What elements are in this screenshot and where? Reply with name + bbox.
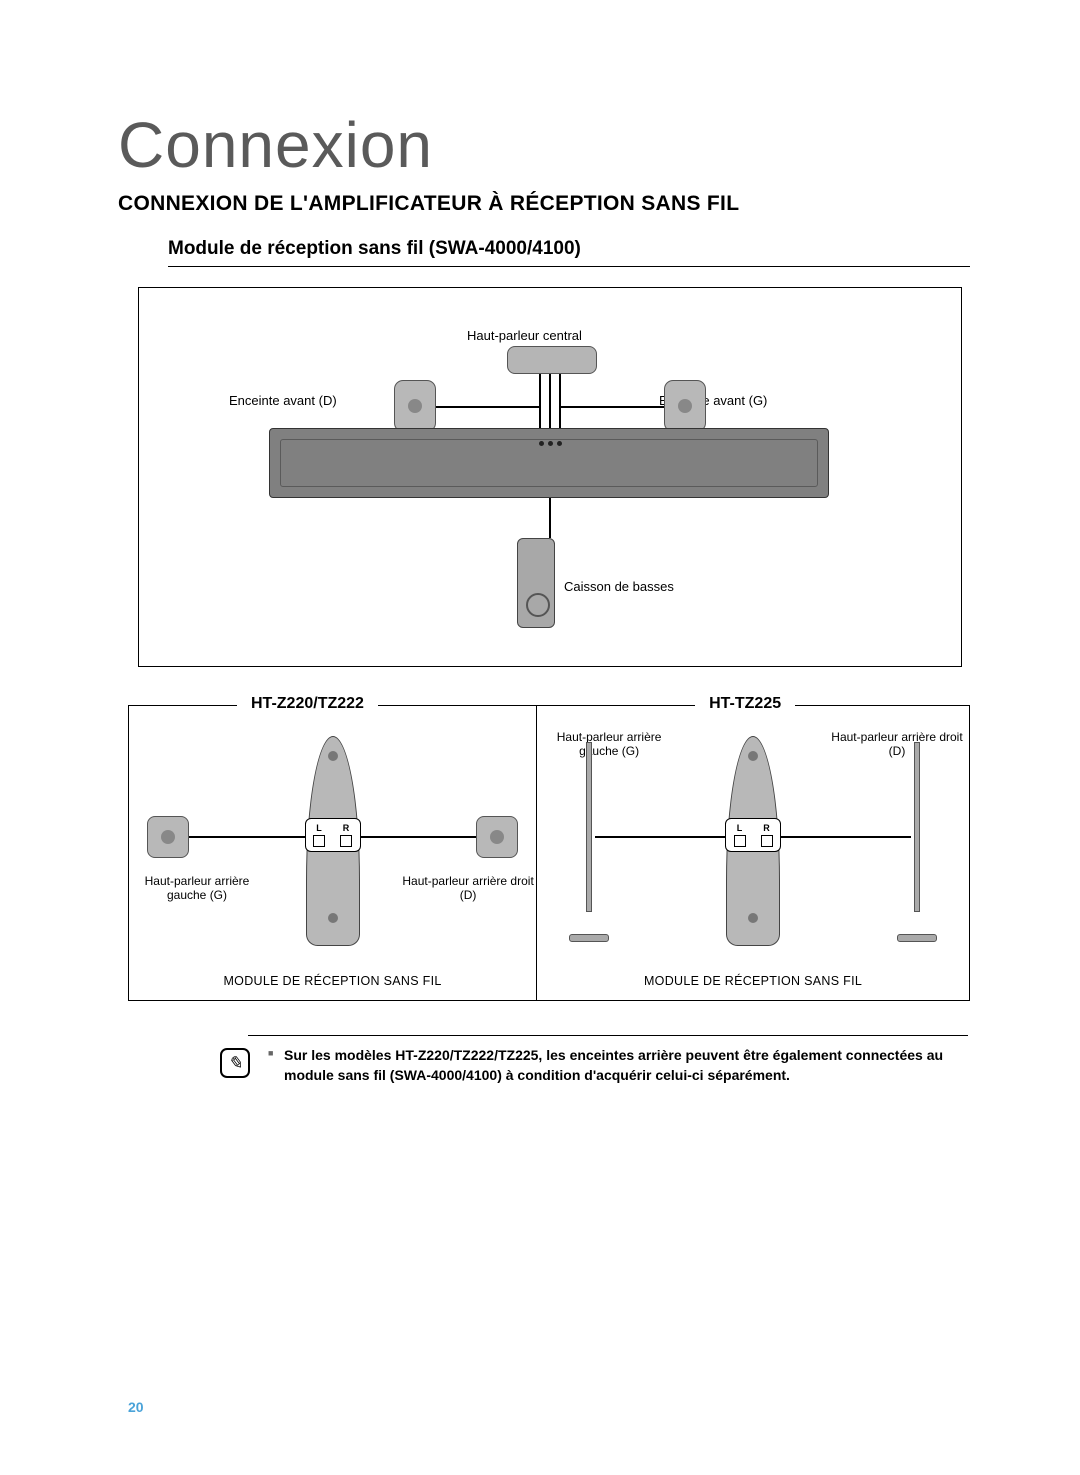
- port-r-label: R: [763, 823, 770, 833]
- page-number: 20: [128, 1399, 144, 1415]
- rear-left-speaker-icon: [147, 816, 189, 858]
- top-connection-diagram: Haut-parleur central Enceinte avant (D) …: [138, 287, 962, 667]
- label-rear-left: Haut-parleur arrière gauche (G): [539, 730, 679, 758]
- label-subwoofer: Caisson de basses: [564, 579, 674, 594]
- label-rear-right: Haut-parleur arrière droit (D): [398, 874, 538, 902]
- subsection-title: Module de réception sans fil (SWA-4000/4…: [168, 238, 970, 267]
- rear-right-speaker-icon: [476, 816, 518, 858]
- model-box-tz225: HT-TZ225 Haut-parleur arrière gauche (G)…: [537, 705, 970, 1001]
- note-text: Sur les modèles HT-Z220/TZ222/TZ225, les…: [268, 1046, 970, 1085]
- cable-icon: [361, 836, 481, 838]
- note-icon: ✎: [220, 1048, 250, 1078]
- label-rear-right: Haut-parleur arrière droit (D): [827, 730, 967, 758]
- model-title-z220: HT-Z220/TZ222: [237, 695, 378, 713]
- lr-ports-icon: L R: [725, 818, 781, 852]
- wire-icon: [436, 406, 539, 408]
- port-r-label: R: [343, 823, 350, 833]
- front-right-speaker-icon: [394, 380, 436, 432]
- note-block: ✎ Sur les modèles HT-Z220/TZ222/TZ225, l…: [220, 1046, 970, 1085]
- main-unit-icon: [269, 428, 829, 498]
- cable-icon: [595, 836, 725, 838]
- center-speaker-icon: [507, 346, 597, 374]
- wire-icon: [549, 498, 551, 538]
- model-title-tz225: HT-TZ225: [695, 695, 795, 713]
- rear-right-tallboy-icon: [909, 742, 925, 942]
- lr-ports-icon: L R: [305, 818, 361, 852]
- wire-icon: [559, 374, 561, 428]
- module-caption: MODULE DE RÉCEPTION SANS FIL: [537, 974, 969, 988]
- model-box-z220: HT-Z220/TZ222 L R Haut-parleur arrière g…: [128, 705, 537, 1001]
- section-title: CONNEXION DE L'AMPLIFICATEUR À RÉCEPTION…: [118, 192, 970, 216]
- label-front-right: Enceinte avant (D): [229, 393, 337, 408]
- module-caption: MODULE DE RÉCEPTION SANS FIL: [129, 974, 536, 988]
- wire-icon: [559, 406, 664, 408]
- port-l-label: L: [737, 823, 743, 833]
- rear-left-tallboy-icon: [581, 742, 597, 942]
- cable-icon: [781, 836, 911, 838]
- front-left-speaker-icon: [664, 380, 706, 432]
- model-diagrams-row: HT-Z220/TZ222 L R Haut-parleur arrière g…: [128, 705, 970, 1001]
- wire-plugs-icon: [539, 441, 562, 446]
- label-rear-left: Haut-parleur arrière gauche (G): [127, 874, 267, 902]
- note-divider: [248, 1035, 968, 1036]
- cable-icon: [185, 836, 305, 838]
- label-center-speaker: Haut-parleur central: [467, 328, 582, 343]
- wire-icon: [539, 374, 541, 428]
- port-l-label: L: [316, 823, 322, 833]
- page-title: Connexion: [118, 108, 970, 182]
- wire-icon: [549, 374, 551, 428]
- subwoofer-icon: [517, 538, 555, 628]
